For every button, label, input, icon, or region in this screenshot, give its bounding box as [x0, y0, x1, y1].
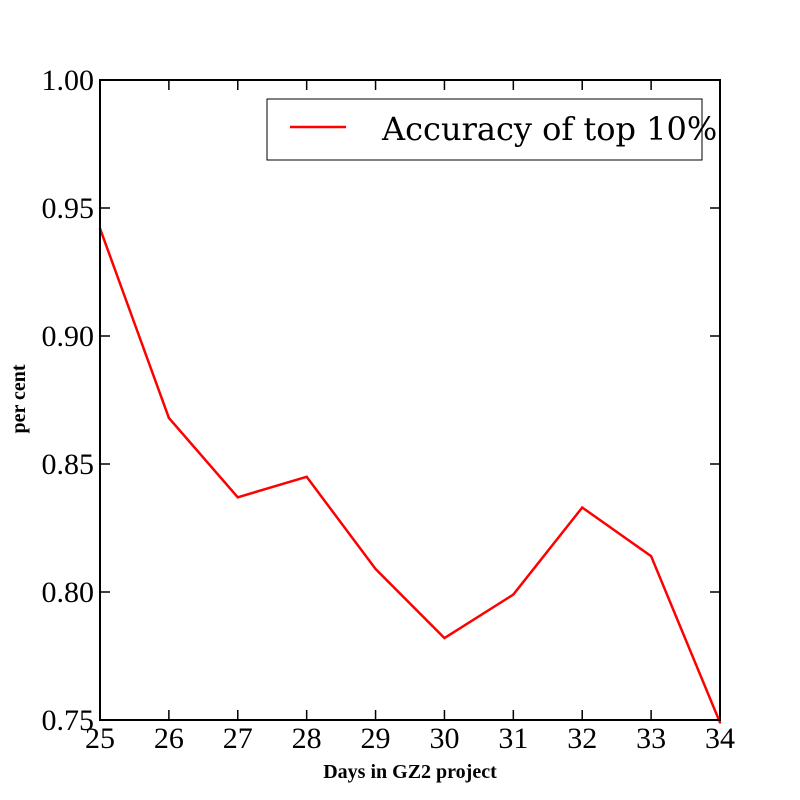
- series-layer: [98, 227, 722, 724]
- y-tick-label: 0.95: [42, 192, 95, 225]
- series-line: [98, 228, 722, 724]
- series-point: [512, 593, 515, 596]
- y-tick-label: 0.90: [42, 320, 95, 353]
- x-tick-label: 30: [429, 722, 459, 755]
- x-tick-label: 26: [154, 722, 184, 755]
- x-tick-label: 27: [223, 722, 253, 755]
- x-tick-label: 32: [567, 722, 597, 755]
- x-tick-label: 28: [292, 722, 322, 755]
- series-point: [236, 496, 239, 499]
- x-tick-label: 25: [85, 722, 115, 755]
- series-point: [305, 475, 308, 478]
- x-tick-label: 29: [361, 722, 391, 755]
- x-tick-label: 31: [498, 722, 528, 755]
- series-point: [718, 721, 722, 724]
- series-point: [443, 636, 446, 640]
- x-tick-label: 33: [636, 722, 666, 755]
- legend-label: Accuracy of top 10%: [381, 110, 717, 148]
- y-tick-label: 0.85: [42, 448, 95, 481]
- legend-box: [266, 98, 703, 161]
- plot-frame: [99, 79, 721, 721]
- series-point: [581, 506, 584, 509]
- legend: Accuracy of top 10%: [266, 98, 717, 161]
- y-tick-label: 0.75: [42, 704, 95, 737]
- series-point: [374, 567, 377, 571]
- series-point: [649, 554, 653, 558]
- x-tick-label: 34: [705, 722, 735, 755]
- y-tick-label: 1.00: [42, 64, 95, 97]
- x-axis-label: Days in GZ2 project: [323, 761, 497, 783]
- series-point: [167, 416, 171, 420]
- y-tick-label: 0.80: [42, 576, 95, 609]
- y-axis-label: per cent: [8, 364, 30, 433]
- ticks-layer: 25 26 27 28 29 30 31 32 33 34 0.75 0.80 0.85 0.90 0.95…: [42, 64, 736, 755]
